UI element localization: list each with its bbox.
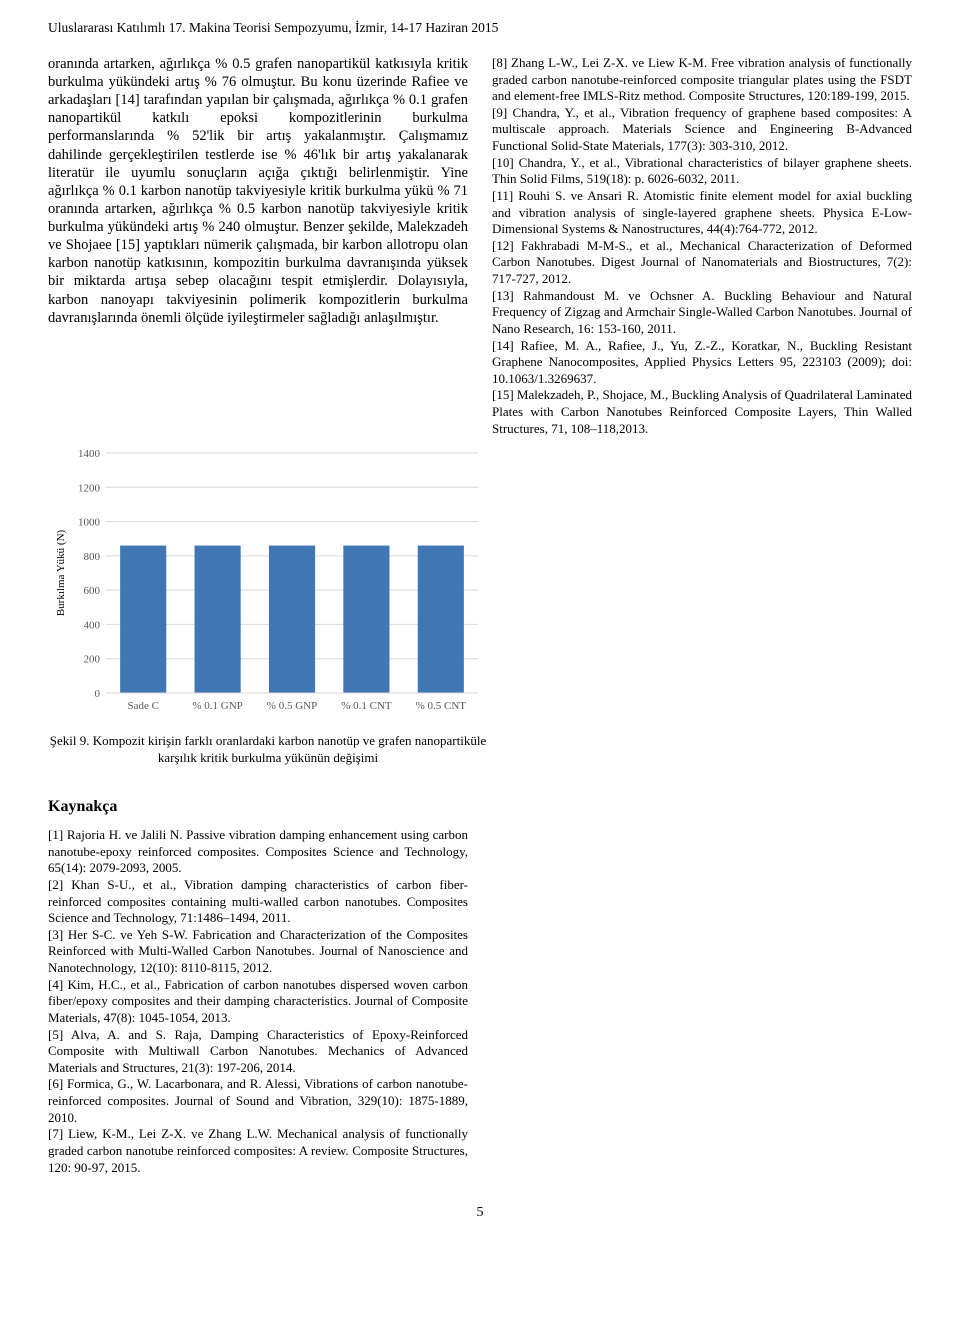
reference-item: [10] Chandra, Y., et al., Vibrational ch… xyxy=(492,155,912,188)
reference-item: [12] Fakhrabadi M-M-S., et al., Mechanic… xyxy=(492,238,912,288)
body-paragraph: oranında artarken, ağırlıkça % 0.5 grafe… xyxy=(48,55,468,327)
reference-item: [4] Kim, H.C., et al., Fabrication of ca… xyxy=(48,977,468,1027)
reference-item: [11] Rouhi S. ve Ansari R. Atomistic fin… xyxy=(492,188,912,238)
reference-item: [7] Liew, K-M., Lei Z-X. ve Zhang L.W. M… xyxy=(48,1126,468,1176)
references-bottom: [1] Rajoria H. ve Jalili N. Passive vibr… xyxy=(48,827,468,1176)
svg-text:% 0.1 GNP: % 0.1 GNP xyxy=(192,700,242,712)
svg-text:% 0.5 CNT: % 0.5 CNT xyxy=(416,700,467,712)
figure-caption: Şekil 9. Kompozit kirişin farklı oranlar… xyxy=(48,733,488,767)
reference-item: [3] Her S-C. ve Yeh S-W. Fabrication and… xyxy=(48,927,468,977)
two-column-layout: oranında artarken, ağırlıkça % 0.5 grafe… xyxy=(48,55,912,437)
left-column: oranında artarken, ağırlıkça % 0.5 grafe… xyxy=(48,55,468,437)
chart-svg: 0 200 400 600 800 1000 1200 1400 Sade C % 0.1 GNP… xyxy=(48,445,488,725)
reference-item: [1] Rajoria H. ve Jalili N. Passive vibr… xyxy=(48,827,468,877)
reference-item: [9] Chandra, Y., et al., Vibration frequ… xyxy=(492,105,912,155)
svg-text:0: 0 xyxy=(95,688,101,700)
page-number: 5 xyxy=(48,1204,912,1222)
bar-chart: 0 200 400 600 800 1000 1200 1400 Sade C % 0.1 GNP… xyxy=(48,445,488,725)
reference-item: [15] Malekzadeh, P., Shojace, M., Buckli… xyxy=(492,387,912,437)
svg-text:% 0.5 GNP: % 0.5 GNP xyxy=(267,700,317,712)
right-column: [8] Zhang L-W., Lei Z-X. ve Liew K-M. Fr… xyxy=(492,55,912,437)
reference-item: [8] Zhang L-W., Lei Z-X. ve Liew K-M. Fr… xyxy=(492,55,912,105)
references-right: [8] Zhang L-W., Lei Z-X. ve Liew K-M. Fr… xyxy=(492,55,912,437)
reference-item: [5] Alva, A. and S. Raja, Damping Charac… xyxy=(48,1027,468,1077)
reference-item: [6] Formica, G., W. Lacarbonara, and R. … xyxy=(48,1076,468,1126)
reference-item: [13] Rahmandoust M. ve Ochsner A. Buckli… xyxy=(492,288,912,338)
reference-item: [2] Khan S-U., et al., Vibration damping… xyxy=(48,877,468,927)
svg-text:400: 400 xyxy=(84,620,101,632)
svg-text:Sade C: Sade C xyxy=(127,700,158,712)
reference-item: [14] Rafiee, M. A., Rafiee, J., Yu, Z.-Z… xyxy=(492,338,912,388)
svg-text:1200: 1200 xyxy=(78,483,101,495)
svg-text:Burkılma Yükü (N): Burkılma Yükü (N) xyxy=(55,530,67,617)
page-header: Uluslararası Katılımlı 17. Makina Teoris… xyxy=(48,20,912,37)
svg-text:200: 200 xyxy=(84,654,101,666)
svg-text:600: 600 xyxy=(84,585,101,597)
references-heading: Kaynakça xyxy=(48,797,912,817)
svg-text:800: 800 xyxy=(84,551,101,563)
svg-text:1000: 1000 xyxy=(78,517,101,529)
svg-text:1400: 1400 xyxy=(78,448,101,460)
svg-text:% 0.1 CNT: % 0.1 CNT xyxy=(341,700,392,712)
